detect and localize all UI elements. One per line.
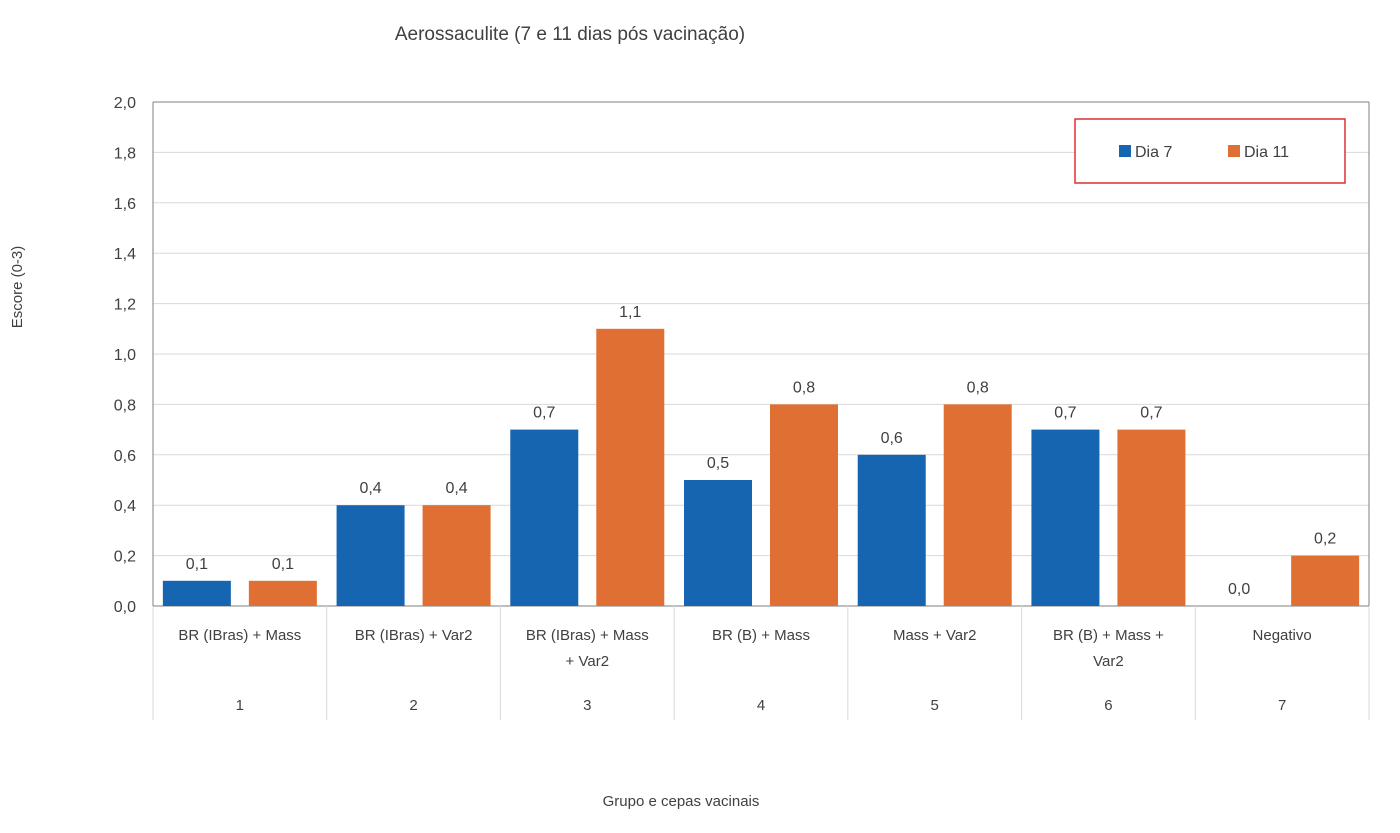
group-number-label: 5 <box>931 697 939 714</box>
group-number-label: 4 <box>757 697 765 714</box>
category-label: + Var2 <box>566 653 610 670</box>
y-tick-label: 1,8 <box>114 145 136 162</box>
data-label: 0,6 <box>881 430 903 447</box>
data-label: 0,1 <box>186 556 208 573</box>
legend-box <box>1074 118 1346 184</box>
y-tick-label: 1,2 <box>114 297 136 314</box>
y-tick-label: 2,0 <box>114 95 136 112</box>
legend-label-dia-11: Dia 11 <box>1244 144 1289 161</box>
bar-dia-7-group-4 <box>684 480 752 606</box>
data-label: 0,8 <box>793 379 815 396</box>
group-number-label: 7 <box>1278 697 1286 714</box>
data-label: 0,4 <box>359 480 381 497</box>
y-tick-label: 0,0 <box>114 599 136 616</box>
bar-dia-7-group-3 <box>510 429 579 606</box>
group-number-label: 1 <box>236 697 244 714</box>
chart-title: Aerossaculite (7 e 11 dias pós vacinação… <box>395 24 745 45</box>
y-tick-label: 0,8 <box>114 397 136 414</box>
data-label: 1,1 <box>619 304 641 321</box>
bar-dia-11-group-6 <box>1117 429 1186 606</box>
bar-dia-7-group-5 <box>857 454 926 606</box>
bar-dia-11-group-5 <box>943 404 1012 606</box>
y-tick-label: 1,0 <box>114 347 136 364</box>
y-tick-label: 0,6 <box>114 448 136 465</box>
category-axis: BR (IBras) + Mass 1 BR (IBras) + Var2 2 BR (… <box>152 606 1370 720</box>
category-label: BR (IBras) + Var2 <box>355 627 473 644</box>
group-number-label: 3 <box>583 697 591 714</box>
y-tick-label: 0,4 <box>114 498 136 515</box>
y-axis-label: Escore (0-3) <box>9 246 26 329</box>
category-label: BR (B) + Mass + <box>1053 627 1164 644</box>
y-tick-label: 0,2 <box>114 549 136 566</box>
bar-dia-11-group-2 <box>422 505 491 606</box>
y-tick-label: 1,6 <box>114 196 136 213</box>
category-label: Negativo <box>1253 627 1312 644</box>
bars <box>162 328 1360 606</box>
bar-dia-11-group-1 <box>248 580 317 606</box>
x-axis-label: Grupo e cepas vacinais <box>603 793 760 810</box>
data-label: 0,7 <box>1140 405 1162 422</box>
category-label: BR (IBras) + Mass <box>526 627 649 644</box>
data-label: 0,4 <box>445 480 467 497</box>
bar-dia-7-group-6 <box>1031 429 1100 606</box>
bar-dia-11-group-7 <box>1291 555 1360 606</box>
category-label: BR (B) + Mass <box>712 627 810 644</box>
data-label: 0,2 <box>1314 531 1336 548</box>
y-axis-ticks: 0,0 0,2 0,4 0,6 0,8 1,0 1,2 1,4 1,6 1,8 2,0 <box>114 95 136 616</box>
bar-dia-11-group-3 <box>596 328 665 606</box>
data-label: 0,1 <box>272 556 294 573</box>
bar-dia-7-group-1 <box>162 580 231 606</box>
category-label: BR (IBras) + Mass <box>178 627 301 644</box>
category-label: Var2 <box>1093 653 1124 670</box>
data-labels: 0,1 0,1 0,4 0,4 0,7 1,1 0,5 0,8 0,6 0,8 0,7 0,7 0,0 0… <box>186 304 1337 598</box>
data-label: 0,5 <box>707 455 729 472</box>
group-number-label: 6 <box>1104 697 1112 714</box>
y-tick-label: 1,4 <box>114 246 136 263</box>
bar-dia-7-group-2 <box>336 505 405 606</box>
data-label: 0,8 <box>967 379 989 396</box>
legend-swatch-dia-11 <box>1228 145 1240 157</box>
data-label: 0,7 <box>1054 405 1076 422</box>
legend-label-dia-7: Dia 7 <box>1135 144 1172 161</box>
group-number-label: 2 <box>409 697 417 714</box>
bar-dia-11-group-4 <box>770 404 838 606</box>
data-label: 0,0 <box>1228 581 1250 598</box>
legend: Dia 7 Dia 11 <box>1074 118 1346 184</box>
data-label: 0,7 <box>533 405 555 422</box>
category-label: Mass + Var2 <box>893 627 977 644</box>
legend-swatch-dia-7 <box>1119 145 1131 157</box>
